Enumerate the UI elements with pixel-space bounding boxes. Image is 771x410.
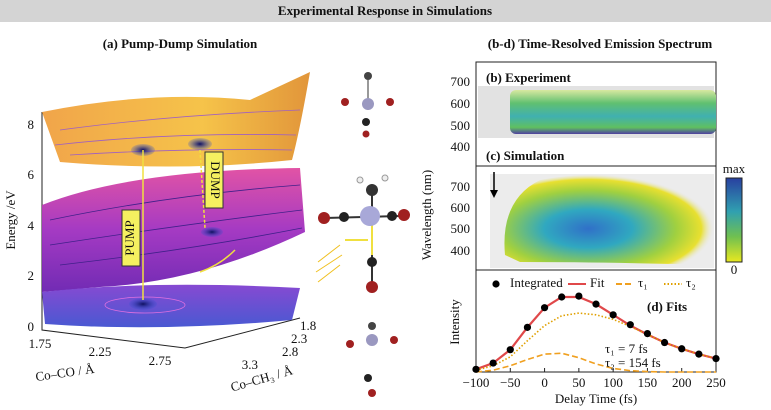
dump-label: DUMP [208, 161, 223, 199]
y-tick-label: 400 [451, 243, 471, 258]
legend-label: τ₁ [638, 275, 648, 290]
header-bar [0, 0, 771, 22]
molecules [315, 72, 410, 397]
x-tick-label: −100 [463, 375, 490, 390]
x-tick-label: 50 [572, 375, 585, 390]
panel-title: (b-d) Time-Resolved Emission Spectrum [488, 36, 713, 51]
z-tick-label: 2.3 [291, 331, 307, 346]
legend-label: Integrated [510, 275, 563, 290]
z-axis-label: Co–CH₃ / Å [229, 362, 295, 394]
z-tick-label: 2.8 [282, 344, 298, 359]
y-tick-label: 6 [28, 167, 35, 182]
data-point [472, 365, 480, 373]
x-tick-label: 100 [603, 375, 623, 390]
y-tick-label: 2 [28, 268, 35, 283]
z-tick-label: 3.3 [242, 357, 258, 372]
surface-plot [41, 72, 310, 349]
x-tick-label: −50 [500, 375, 520, 390]
x-axis-label: Co–CO / Å [34, 361, 95, 384]
y-tick-label: 700 [451, 179, 471, 194]
data-point [489, 359, 497, 367]
panel-label: (d) Fits [647, 299, 687, 314]
legend-label: Fit [590, 275, 605, 290]
legend-label: τ₂ [686, 275, 696, 290]
heatmap [510, 90, 716, 134]
y-tick-label: 500 [451, 118, 471, 133]
panel-frame [475, 61, 717, 373]
legend-marker [492, 280, 500, 288]
annotation: τ₂ = 154 fs [605, 355, 661, 370]
data-point [592, 300, 600, 308]
data-point [575, 292, 583, 300]
data-point [523, 323, 532, 331]
x-axis-label: Delay Time (fs) [555, 391, 637, 406]
colorbar [725, 177, 743, 263]
data-point [626, 321, 634, 329]
x-tick-label: 1.75 [29, 336, 52, 351]
y-tick-label: 400 [451, 139, 471, 154]
colorbar-label: max [723, 161, 746, 176]
pump-label: PUMP [122, 220, 137, 255]
y-tick-label: 0 [28, 319, 35, 334]
y-tick-label: 700 [451, 74, 471, 89]
x-tick-label: 150 [638, 375, 658, 390]
y-tick-label: 600 [451, 96, 471, 111]
x-tick-label: 2.75 [149, 353, 172, 368]
data-point [660, 338, 669, 347]
z-tick-label: 1.8 [300, 318, 316, 333]
data-point [695, 350, 703, 358]
panel-label: (b) Experiment [486, 70, 572, 85]
x-tick-label: 250 [706, 375, 726, 390]
data-point [540, 304, 549, 312]
colorbar-label: 0 [731, 262, 738, 277]
fits-chart: −100 −50 0 50 100 150 200 250 Integrated Fit τ₁ τ₂ [463, 275, 726, 390]
panel-title: (a) Pump-Dump Simulation [103, 36, 258, 51]
data-point [506, 346, 514, 354]
data-point [609, 311, 617, 319]
series-line [475, 352, 716, 373]
panel-label: (c) Simulation [486, 148, 565, 163]
annotation: τ₁ = 7 fs [605, 341, 648, 356]
y-axis-label: Wavelength (nm) [419, 170, 434, 260]
data-point [678, 345, 686, 353]
y-tick-label: 500 [451, 221, 471, 236]
y-tick-label: 8 [28, 117, 35, 132]
x-tick-label: 2.25 [89, 344, 112, 359]
y-axis-label: Energy /eV [3, 190, 18, 250]
data-point [643, 330, 652, 338]
data-point [712, 355, 720, 363]
data-point [558, 293, 566, 301]
y-axis-label: Intensity [447, 299, 462, 345]
series-line [475, 312, 717, 371]
header-title: Experimental Response in Simulations [278, 3, 492, 18]
x-tick-label: 0 [541, 375, 548, 390]
y-tick-label: 4 [28, 218, 35, 233]
x-tick-label: 200 [672, 375, 692, 390]
y-tick-label: 600 [451, 200, 471, 215]
heatmap [504, 174, 714, 265]
